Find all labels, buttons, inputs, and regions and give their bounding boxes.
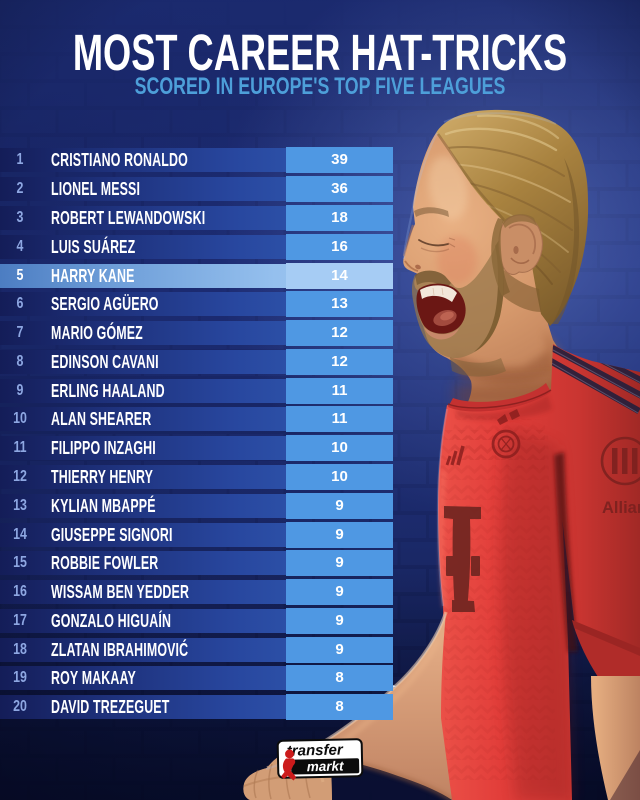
svg-text:Allian: Allian [602, 499, 640, 517]
